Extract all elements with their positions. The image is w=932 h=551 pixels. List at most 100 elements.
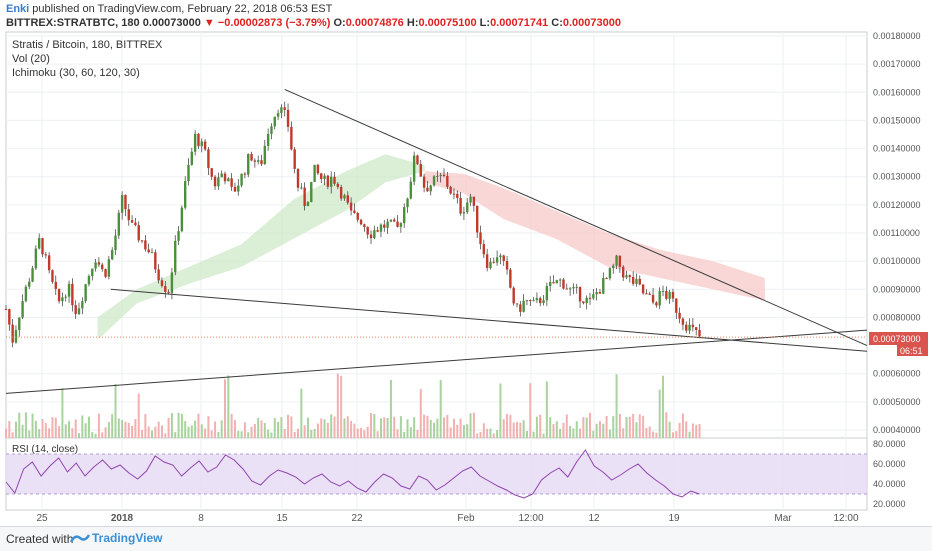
candle-body [293, 149, 296, 169]
time-axis[interactable]: 25 2018 8 15 22 Feb 12:00 12 19 Mar 12:00 [36, 513, 859, 524]
close-label: C: [551, 17, 563, 29]
candle-body [621, 266, 625, 278]
candle-body [489, 261, 492, 268]
candle-body [359, 219, 363, 225]
legend-rsi[interactable]: RSI (14, close) [12, 444, 78, 455]
volume-bar [678, 423, 681, 438]
countdown-label: 06:51 [900, 346, 923, 356]
volume-bar [403, 431, 406, 438]
price-tick-label: 0.00110000 [873, 228, 920, 238]
candle-body [130, 220, 134, 223]
price-pane[interactable] [5, 31, 868, 439]
price-axis[interactable]: 0.00180000 0.00170000 0.00160000 0.00150000… [873, 31, 921, 435]
time-tick-label: 15 [276, 513, 288, 524]
volume-bar [685, 421, 688, 438]
volume-bar [579, 428, 582, 438]
volume-bar [406, 419, 409, 438]
candle-body [81, 301, 84, 309]
price-tick-label: 0.00140000 [873, 144, 921, 154]
candle-body [227, 178, 230, 182]
volume-bar [283, 428, 286, 438]
tradingview-brand[interactable]: TradingView [92, 531, 163, 545]
author-name[interactable]: Enki [6, 3, 30, 15]
volume-bar [499, 383, 502, 438]
price-chart[interactable]: 0.00180000 0.00170000 0.00160000 0.00150000… [0, 0, 932, 526]
published-text: published on TradingView.com, February 2… [32, 3, 333, 15]
candle-body [313, 164, 316, 182]
volume-bar [456, 424, 459, 438]
candle-body [661, 290, 665, 292]
volume-bar [333, 416, 336, 438]
ichimoku-cloud [97, 154, 765, 340]
candle-body [449, 186, 452, 194]
candle-body [174, 240, 177, 273]
candle-body [263, 145, 267, 165]
volume-bar [197, 413, 200, 438]
candle-body [505, 260, 509, 270]
volume-bar [44, 423, 47, 438]
volume-bar [14, 421, 17, 438]
volume-bar [220, 420, 223, 438]
candle-body [200, 141, 203, 147]
volume-bar [350, 420, 353, 438]
candle-body [612, 265, 615, 269]
candle-body [290, 126, 293, 150]
time-tick-label: 8 [198, 513, 204, 524]
candle-body [459, 197, 462, 214]
candle-body [442, 174, 446, 177]
legend-title[interactable]: Stratis / Bitcoin, 180, BITTREX [12, 39, 163, 51]
trendlines[interactable] [5, 89, 868, 394]
volume-bar [18, 412, 21, 438]
volume-bar [688, 431, 691, 438]
volume-bar [51, 417, 54, 438]
candle-body [379, 224, 383, 232]
volume-bar [31, 413, 34, 438]
legend-volume[interactable]: Vol (20) [12, 53, 50, 65]
candle-body [18, 317, 21, 331]
volume-bar [519, 422, 522, 438]
candle-body [144, 240, 147, 250]
volume-bar [559, 428, 562, 438]
trendline-lower-support-falling[interactable] [110, 288, 868, 352]
volume-bar [565, 414, 568, 438]
volume-bar [598, 421, 601, 438]
candle-body [306, 202, 310, 207]
candle-body [522, 300, 525, 312]
volume-bar [575, 421, 578, 438]
candle-body [366, 226, 369, 235]
volume-bar [28, 430, 31, 438]
candle-body [71, 283, 74, 306]
volume-bar [346, 416, 349, 438]
volume-bar [545, 381, 548, 438]
volume-bar [290, 416, 293, 438]
volume-bar [612, 416, 615, 438]
candle-body [588, 297, 592, 299]
rsi-axis[interactable]: 80.0000 60.0000 40.0000 20.0000 [873, 439, 906, 509]
open-value: 0.00074876 [345, 17, 404, 29]
candle-body [64, 296, 67, 298]
candle-body [343, 195, 346, 199]
candle-body [525, 300, 529, 302]
volume-bar [555, 421, 558, 438]
candle-body [34, 248, 38, 269]
volume-bar [389, 379, 392, 438]
legend-ichimoku[interactable]: Ichimoku (30, 60, 120, 30) [12, 67, 140, 79]
candle-body [369, 234, 373, 239]
candle-body [396, 221, 399, 227]
trendline-upper-resistance[interactable] [284, 89, 868, 347]
candle-body [31, 268, 34, 282]
candle-body [545, 286, 549, 301]
volume-bar [552, 423, 555, 438]
candle-body [688, 324, 691, 331]
volume-bar [306, 417, 309, 438]
volume-bar [635, 422, 638, 438]
candle-body [638, 278, 641, 285]
candle-body [67, 283, 71, 297]
candle-body [572, 287, 575, 289]
candle-body [519, 304, 522, 312]
candle-body [47, 255, 51, 271]
volume-bar [662, 375, 665, 438]
candle-body [44, 254, 48, 256]
trendline-rising-support[interactable] [5, 329, 868, 394]
candle-body [233, 186, 237, 192]
